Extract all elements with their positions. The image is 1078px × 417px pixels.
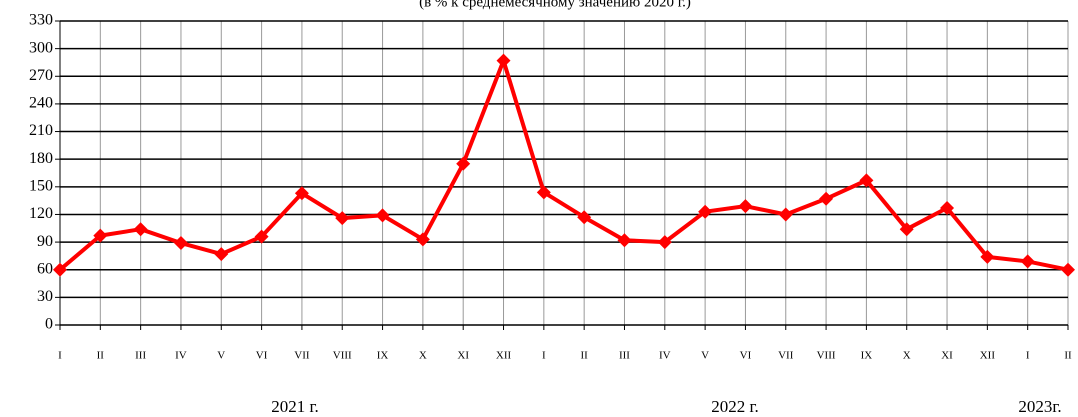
x-tick-label: XII bbox=[980, 350, 996, 362]
x-tick-label: II bbox=[1064, 350, 1072, 362]
x-tick-label: III bbox=[135, 350, 146, 362]
point-marker bbox=[173, 236, 188, 251]
y-tick-label: 60 bbox=[37, 260, 53, 277]
point-marker bbox=[819, 191, 834, 206]
point-marker bbox=[1061, 262, 1075, 277]
y-tick-label: 30 bbox=[37, 288, 53, 305]
y-tick-label: 210 bbox=[29, 122, 53, 139]
x-tick-label: II bbox=[97, 350, 105, 362]
y-tick-label: 90 bbox=[37, 233, 53, 250]
point-marker bbox=[859, 173, 874, 188]
x-tick-label: VII bbox=[294, 350, 310, 362]
x-tick-label: I bbox=[1026, 350, 1030, 362]
y-tick-label: 300 bbox=[29, 39, 53, 56]
point-marker bbox=[778, 207, 793, 222]
point-marker bbox=[698, 204, 713, 219]
y-tick-label: 240 bbox=[29, 95, 53, 112]
x-tick-label: V bbox=[217, 350, 225, 362]
x-tick-label: V bbox=[701, 350, 709, 362]
chart-subtitle: (в % к среднемесячному значению 2020 г.) bbox=[419, 0, 691, 10]
y-tick-label: 0 bbox=[45, 316, 53, 333]
point-marker bbox=[980, 249, 995, 264]
point-marker bbox=[93, 228, 108, 243]
point-marker bbox=[496, 53, 511, 68]
y-tick-label: 330 bbox=[29, 12, 53, 29]
x-tick-label: VIII bbox=[333, 350, 352, 362]
x-tick-label: IV bbox=[659, 350, 671, 362]
point-marker bbox=[657, 235, 672, 250]
point-marker bbox=[254, 229, 269, 244]
point-marker bbox=[738, 199, 753, 214]
year-label: 2021 г. bbox=[271, 397, 319, 416]
x-tick-label: IX bbox=[861, 350, 873, 362]
x-tick-label: IX bbox=[377, 350, 389, 362]
point-marker bbox=[577, 210, 592, 225]
point-marker bbox=[214, 247, 229, 262]
x-tick-label: X bbox=[903, 350, 911, 362]
point-marker bbox=[335, 211, 350, 226]
point-marker bbox=[899, 222, 914, 237]
x-tick-label: VIII bbox=[817, 350, 836, 362]
point-marker bbox=[617, 233, 632, 248]
x-tick-label: VII bbox=[778, 350, 794, 362]
x-tick-label: I bbox=[542, 350, 546, 362]
x-tick-label: VI bbox=[740, 350, 752, 362]
x-tick-label: X bbox=[419, 350, 427, 362]
x-tick-label: VI bbox=[256, 350, 268, 362]
x-tick-label: I bbox=[58, 350, 62, 362]
series-line bbox=[58, 58, 1069, 272]
point-marker bbox=[294, 186, 309, 201]
y-tick-label: 120 bbox=[29, 205, 53, 222]
x-tick-label: IV bbox=[175, 350, 187, 362]
point-marker bbox=[536, 185, 551, 200]
point-marker bbox=[415, 232, 430, 247]
point-marker bbox=[940, 201, 955, 216]
x-tick-label: II bbox=[580, 350, 588, 362]
y-tick-label: 270 bbox=[29, 67, 53, 84]
year-label: 2022 г. bbox=[711, 397, 759, 416]
x-tick-label: XI bbox=[941, 350, 953, 362]
x-tick-label: XII bbox=[496, 350, 512, 362]
point-marker bbox=[53, 262, 67, 277]
year-label: 2023г. bbox=[1018, 397, 1061, 416]
y-tick-label: 150 bbox=[29, 177, 53, 194]
x-tick-label: XI bbox=[457, 350, 469, 362]
point-marker bbox=[375, 208, 390, 223]
point-marker bbox=[133, 222, 148, 237]
y-tick-label: 180 bbox=[29, 150, 53, 167]
point-marker bbox=[1020, 254, 1035, 269]
point-marker bbox=[456, 156, 471, 171]
x-tick-label: III bbox=[619, 350, 630, 362]
